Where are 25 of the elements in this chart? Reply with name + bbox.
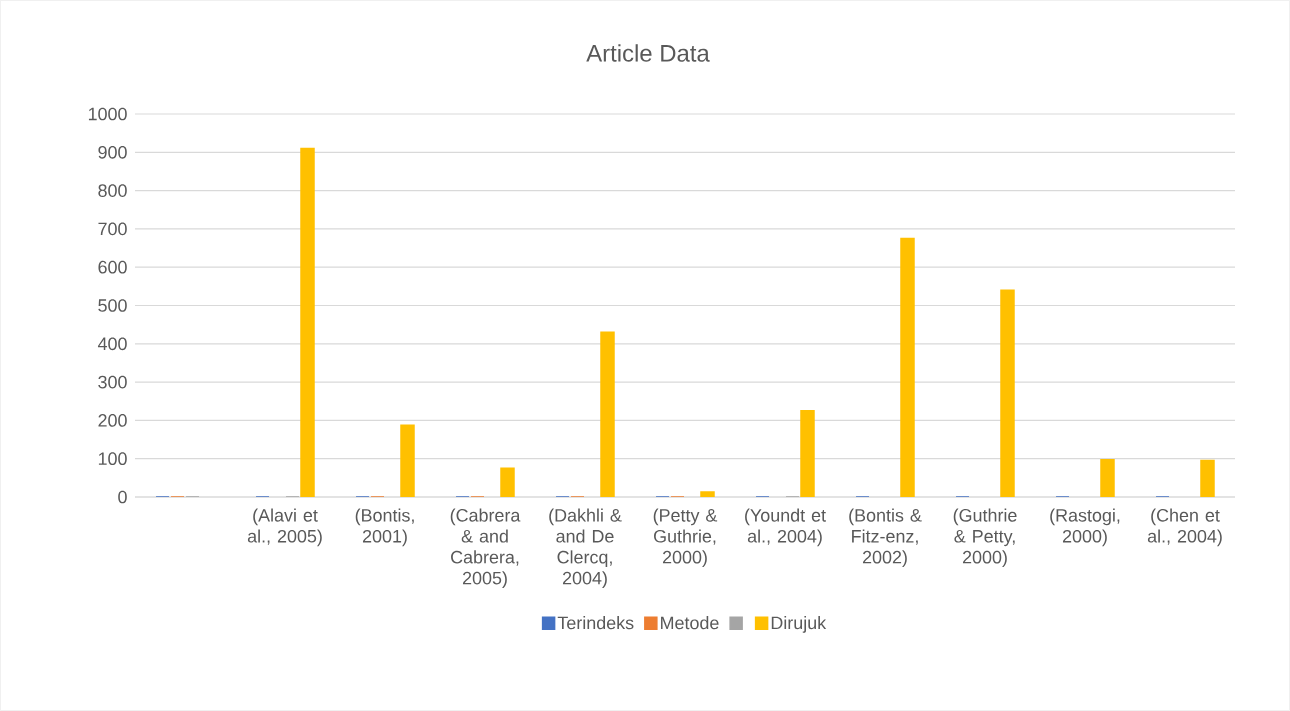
x-tick-label: (Chen et al., 2004): [1147, 508, 1222, 547]
y-tick-label: 300: [98, 375, 127, 389]
y-tick-label: 900: [98, 145, 127, 159]
x-tick-label: (Alavi et al., 2005): [247, 508, 322, 547]
x-tick-label: (Guthrie & Petty, 2000): [953, 508, 1017, 568]
legend-label: Terindeks: [557, 616, 634, 630]
y-tick-label: 700: [98, 222, 127, 236]
x-tick-label: (Youndt et al., 2004): [745, 508, 826, 547]
y-tick-label: 0: [118, 490, 127, 504]
legend-label: Dirujuk: [771, 616, 827, 633]
x-tick-label: (Rastogi, 2000): [1050, 508, 1120, 547]
y-tick-label: 400: [97, 337, 127, 351]
legend-label: Metode: [661, 616, 719, 630]
y-tick-label: 500: [98, 299, 127, 312]
y-tick-label: 600: [98, 260, 127, 274]
x-tick-label: (Dakhli & and De Clercq, 2004): [549, 508, 622, 588]
y-tick-label: 800: [98, 184, 127, 197]
x-tick-label: (Bontis & Fitz-enz, 2002): [849, 508, 922, 568]
x-tick-label: (Cabrera & and Cabrera, 2005): [450, 508, 521, 588]
y-tick-label: 1000: [88, 107, 127, 121]
y-tick-label: 200: [98, 414, 127, 427]
x-tick-label: (Petty & Guthrie, 2000): [653, 508, 718, 568]
chart-title: Article Data: [586, 44, 710, 62]
x-tick-label: (Bontis, 2001): [355, 508, 414, 547]
y-tick-label: 100: [98, 452, 127, 466]
